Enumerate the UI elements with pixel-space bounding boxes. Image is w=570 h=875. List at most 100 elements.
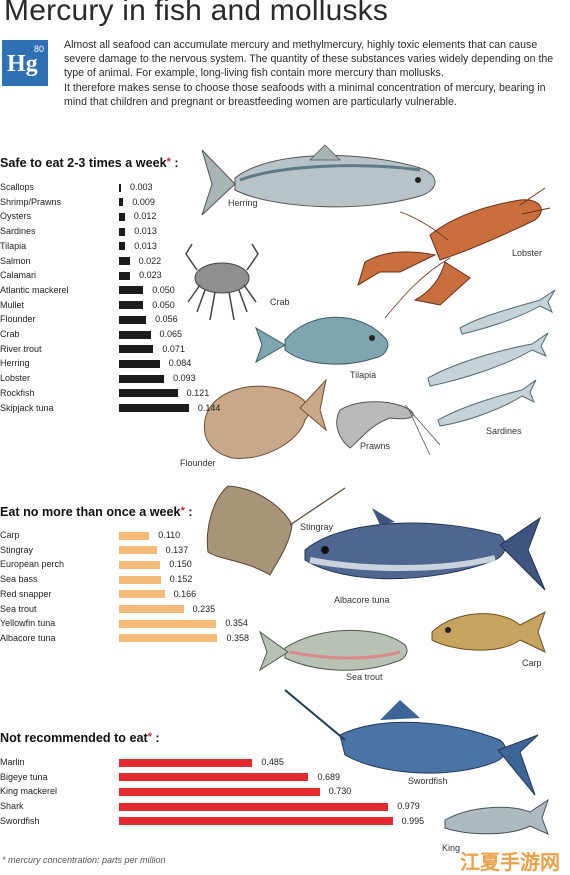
albacore-tuna-label: Albacore tuna [334,595,390,605]
row-label-not: Shark [0,801,24,812]
bar-not [119,802,389,811]
row-label-safe: Atlantic mackerel [0,284,69,295]
bar-safe [119,374,165,383]
footnote-star: * [147,731,152,743]
bar-value-label: 0.003 [130,182,153,192]
bar-not [119,817,393,826]
flounder-label: Flounder [180,458,216,468]
row-label-safe: Skipjack tuna [0,402,54,413]
bar-value-label: 0.022 [138,255,162,266]
row-label-once: Stingray [0,544,34,555]
prawns-illustration [336,401,441,456]
king-mackerel-label: King [442,843,461,853]
bar-value-label: 0.009 [132,196,155,207]
row-label-safe: Herring [0,358,30,369]
bar-safe [119,330,151,339]
bar-safe [119,301,144,310]
intro-paragraph-1: Almost all seafood can accumulate mercur… [64,39,554,80]
crab-illustration [185,243,259,321]
section-title-safe: Safe to eat 2-3 times a week* : [0,156,179,170]
bar-value-label: 0.012 [133,211,157,222]
bar-safe [119,183,121,192]
carp-label: Carp [522,658,542,668]
bar-value-label: 0.056 [155,314,178,325]
section-title-once: Eat no more than once a week* : [0,505,193,519]
lobster-label: Lobster [512,248,543,258]
bar-value-label: 0.354 [225,618,248,629]
row-label-once: Yellowfin tuna [0,618,56,629]
bar-value-label: 0.485 [261,757,284,767]
bar-value-label: 0.110 [158,530,181,540]
row-label-safe: Calamari [0,270,37,281]
row-label-safe: Rockfish [0,387,35,398]
row-label-not: Marlin [0,757,25,767]
lobster-illustration [357,187,551,319]
bar-safe [119,227,126,236]
element-number: 80 [33,44,44,54]
row-label-once: Albacore tuna [0,632,56,643]
swordfish-illustration [284,689,539,796]
watermark: 江夏手游网 [460,852,560,874]
tilapia-label: Tilapia [350,370,377,380]
row-label-safe: Salmon [0,255,31,266]
section-title-once-text: Eat no more than once a week [0,505,181,519]
intro-paragraph-2: It therefore makes sense to choose those… [64,81,546,108]
bar-safe [119,315,147,324]
row-label-once: Sea trout [0,603,37,614]
row-label-safe: Shrimp/Prawns [0,196,62,207]
bar-value-label: 0.065 [159,329,183,339]
crab-label: Crab [270,297,290,307]
bar-safe [119,345,154,354]
row-label-safe: Sardines [0,226,36,237]
row-label-not: Bigeye tuna [0,771,48,782]
footnote-star: * [180,505,185,517]
bar-value-label: 0.013 [134,240,157,251]
sea-trout-label: Sea trout [346,672,383,682]
row-label-not: Swordfish [0,815,40,826]
row-label-once: European perch [0,559,65,570]
row-label-safe: Mullet [0,299,25,310]
flounder-illustration [203,378,327,459]
tilapia-illustration [255,316,389,365]
bar-value-label: 0.050 [152,284,175,295]
row-label-safe: Flounder [0,314,36,325]
bar-value-label: 0.071 [162,343,185,354]
row-label-once: Sea bass [0,574,38,585]
bar-value-label: 0.121 [186,387,210,398]
bar-value-label: 0.137 [165,544,189,555]
bar-safe [119,389,178,398]
bar-value-label: 0.358 [226,632,249,643]
bar-not [119,758,253,767]
stingray-illustration [206,485,346,576]
mercury-element-badge: 80 Hg [2,40,48,86]
bar-value-label: 0.050 [152,299,175,310]
bar-once [119,575,161,584]
section-title-not-text: Not recommended to eat [0,731,148,745]
bar-once [119,531,150,540]
bar-value-label: 0.084 [168,358,192,369]
bar-value-label: 0.152 [169,574,193,585]
bar-safe [119,212,125,221]
king-mackerel-illustration [444,798,549,835]
bar-not [119,787,320,796]
bar-value-label: 0.689 [317,771,340,782]
sardines-label: Sardines [486,426,522,436]
element-symbol: Hg [7,51,38,77]
bar-safe [119,271,131,280]
row-label-safe: River trout [0,343,42,354]
row-label-safe: Lobster [0,373,31,384]
bar-value-label: 0.150 [169,559,192,570]
bar-value-label: 0.023 [139,270,162,281]
stingray-label: Stingray [300,522,334,532]
section-title-safe-text: Safe to eat 2-3 times a week [0,156,167,170]
bar-value-label: 0.730 [328,786,352,797]
intro-text: Almost all seafood can accumulate mercur… [64,38,554,109]
row-label-safe: Crab [0,329,20,339]
footnote-star: * [166,156,171,168]
bar-once [119,605,184,613]
bar-safe [119,198,124,207]
bar-once [119,560,161,569]
bar-not [119,773,309,782]
carp-illustration [431,610,546,653]
herring-illustration [201,144,436,216]
